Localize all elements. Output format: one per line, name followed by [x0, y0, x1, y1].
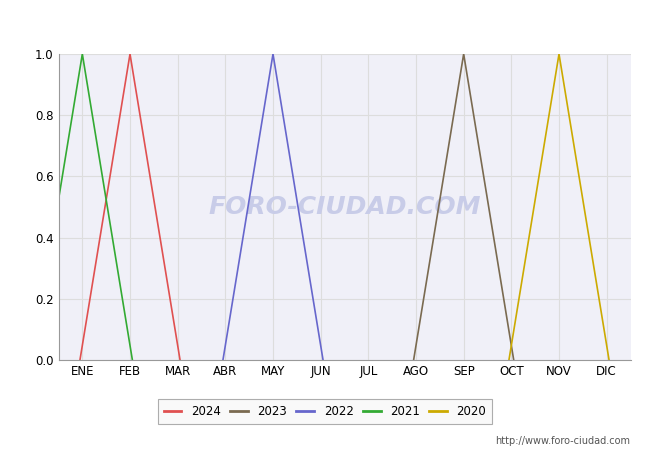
Text: FORO-CIUDAD.COM: FORO-CIUDAD.COM: [208, 195, 481, 219]
Legend: 2024, 2023, 2022, 2021, 2020: 2024, 2023, 2022, 2021, 2020: [158, 399, 492, 424]
Text: Matriculaciones de Vehiculos en Navahondilla: Matriculaciones de Vehiculos en Navahond…: [135, 14, 515, 33]
Text: http://www.foro-ciudad.com: http://www.foro-ciudad.com: [495, 436, 630, 446]
